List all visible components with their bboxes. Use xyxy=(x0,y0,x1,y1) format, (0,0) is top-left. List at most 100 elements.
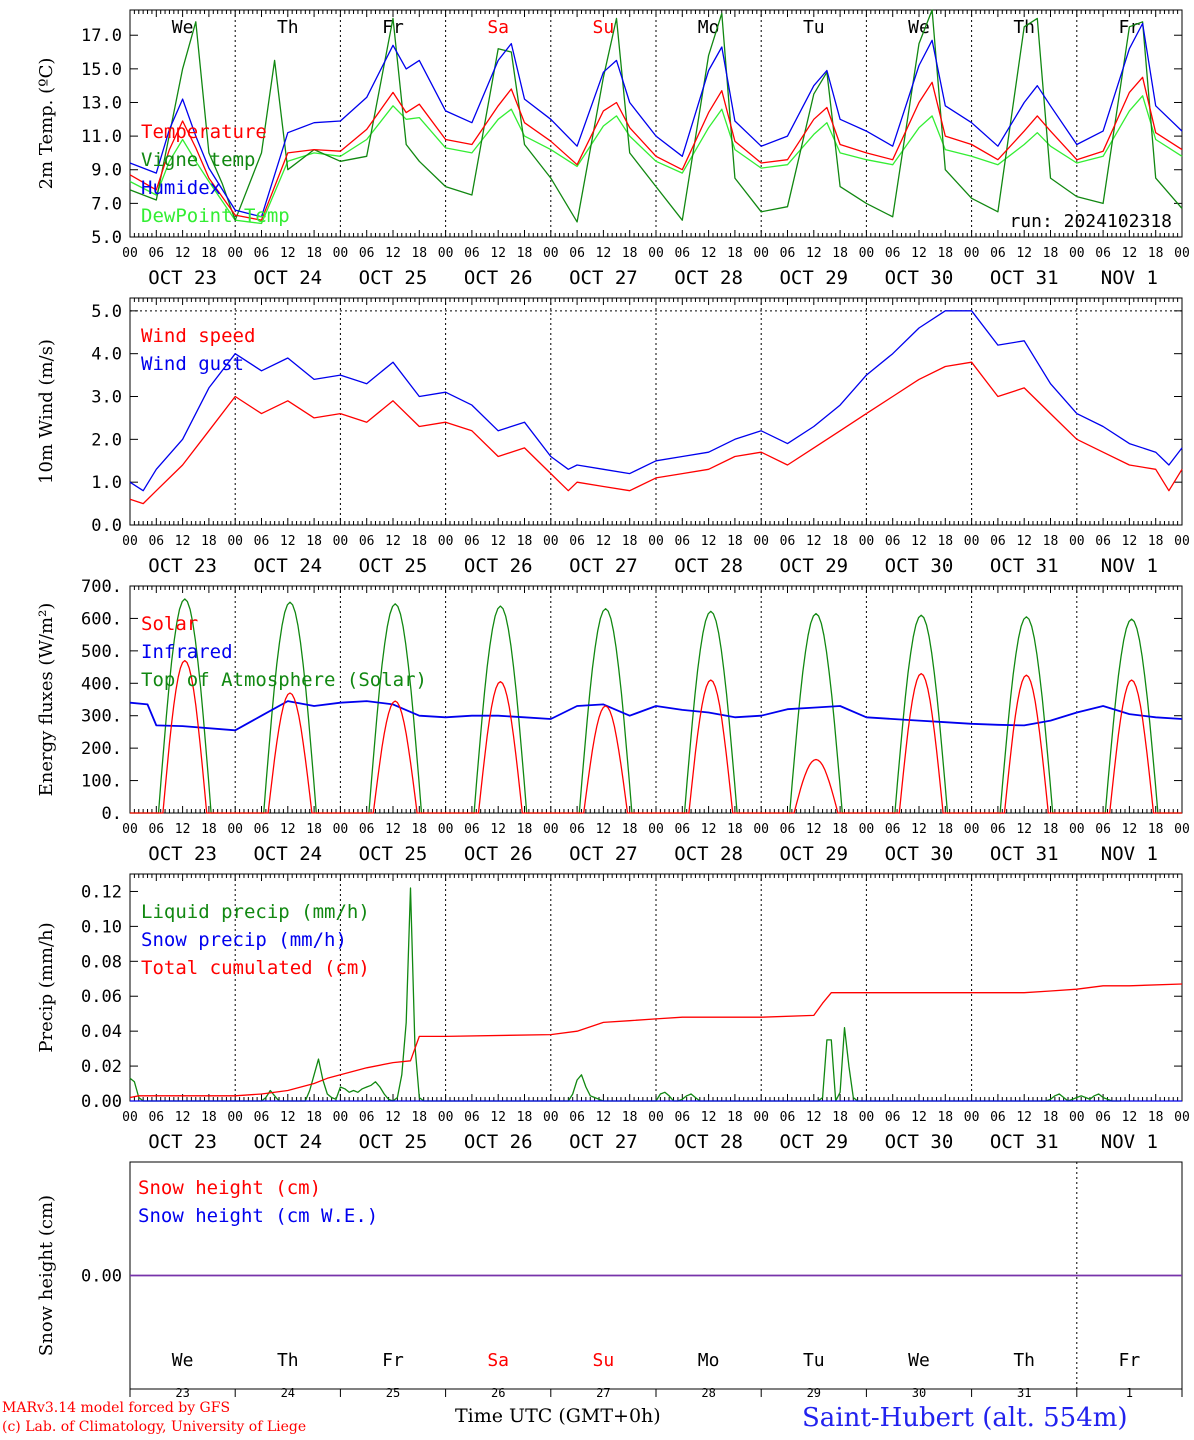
day-number-label: 30 xyxy=(912,1386,926,1400)
hour-tick-label: 00 xyxy=(333,534,349,549)
hour-tick-label: 12 xyxy=(175,534,191,549)
y-tick-label: 300. xyxy=(81,707,122,727)
hour-tick-label: 00 xyxy=(438,1110,454,1125)
hour-tick-label: 12 xyxy=(1016,1110,1032,1125)
hour-tick-label: 00 xyxy=(648,822,664,837)
series-temperature xyxy=(129,76,1183,221)
y-tick-label: 0.00 xyxy=(81,1092,122,1112)
hour-tick-label: 00 xyxy=(1069,822,1085,837)
hour-tick-label: 12 xyxy=(385,822,401,837)
weekday-label: Tu xyxy=(803,1350,825,1371)
hour-tick-label: 18 xyxy=(306,822,322,837)
hour-tick-label: 06 xyxy=(1095,246,1111,261)
hour-tick-label: 06 xyxy=(569,246,585,261)
hour-tick-label: 12 xyxy=(175,1110,191,1125)
panel-frame xyxy=(129,297,1183,526)
hour-tick-label: 18 xyxy=(201,1110,217,1125)
date-label: OCT 23 xyxy=(148,555,217,577)
hour-tick-label: 00 xyxy=(1174,246,1190,261)
y-tick-label: 5.0 xyxy=(91,302,122,322)
series-infrared xyxy=(129,700,1183,732)
hour-tick-label: 00 xyxy=(964,1110,980,1125)
hour-tick-label: 12 xyxy=(1122,822,1138,837)
legend-entry: Humidex xyxy=(141,177,221,199)
y-tick-label: 700. xyxy=(81,577,122,597)
hour-tick-label: 12 xyxy=(385,1110,401,1125)
y-tick-label: 0. xyxy=(102,804,122,824)
panel-frame xyxy=(129,9,1183,238)
date-label: NOV 1 xyxy=(1101,1131,1158,1153)
date-label: NOV 1 xyxy=(1101,843,1158,865)
hour-tick-label: 12 xyxy=(911,1110,927,1125)
hour-tick-label: 00 xyxy=(753,822,769,837)
weekday-label: We xyxy=(908,17,930,38)
y-tick-label: 100. xyxy=(81,772,122,792)
hour-tick-label: 06 xyxy=(148,1110,164,1125)
hour-tick-label: 06 xyxy=(780,534,796,549)
y-tick-label: 0.0 xyxy=(91,516,122,536)
date-label: OCT 27 xyxy=(569,555,638,577)
date-label: OCT 27 xyxy=(569,267,638,289)
hour-tick-label: 12 xyxy=(280,1110,296,1125)
legend-entry: Wind speed xyxy=(141,325,255,347)
date-label: OCT 30 xyxy=(885,843,954,865)
hour-tick-label: 06 xyxy=(674,822,690,837)
hour-tick-label: 06 xyxy=(780,1110,796,1125)
hour-tick-label: 12 xyxy=(1016,534,1032,549)
weekday-label: Su xyxy=(593,1350,615,1371)
hour-tick-label: 18 xyxy=(1148,1110,1164,1125)
weekday-label: We xyxy=(172,1350,194,1371)
hour-tick-label: 06 xyxy=(885,1110,901,1125)
hour-tick-label: 06 xyxy=(780,822,796,837)
panel-frame xyxy=(129,585,1183,814)
hour-tick-label: 12 xyxy=(806,534,822,549)
legend-entry: Solar xyxy=(141,613,198,635)
hour-tick-label: 18 xyxy=(937,246,953,261)
date-label: OCT 30 xyxy=(885,555,954,577)
hour-tick-label: 06 xyxy=(569,1110,585,1125)
hour-tick-label: 06 xyxy=(359,534,375,549)
y-tick-label: 15.0 xyxy=(81,60,122,80)
hour-tick-label: 12 xyxy=(280,246,296,261)
date-label: OCT 31 xyxy=(990,267,1059,289)
hour-tick-label: 00 xyxy=(227,246,243,261)
hour-tick-label: 06 xyxy=(990,1110,1006,1125)
weekday-label: Fr xyxy=(382,1350,404,1371)
hour-tick-label: 00 xyxy=(1174,534,1190,549)
hour-tick-label: 18 xyxy=(306,534,322,549)
hour-tick-label: 18 xyxy=(832,1110,848,1125)
hour-tick-label: 12 xyxy=(911,822,927,837)
y-tick-label: 0.12 xyxy=(81,882,122,902)
hour-tick-label: 06 xyxy=(885,822,901,837)
hour-tick-label: 18 xyxy=(937,1110,953,1125)
hour-tick-label: 06 xyxy=(464,246,480,261)
hour-tick-label: 12 xyxy=(1122,534,1138,549)
hour-tick-label: 18 xyxy=(727,822,743,837)
legend-entry: Top of Atmosphere (Solar) xyxy=(141,669,427,691)
x-axis-label: Time UTC (GMT+0h) xyxy=(455,1405,661,1427)
hour-tick-label: 06 xyxy=(674,534,690,549)
hour-tick-label: 00 xyxy=(964,822,980,837)
panel-precip: 00 06 12 18 00 06 12 18 00 06 12 18 00 06 12 18 00 06 12 18… xyxy=(36,873,1190,1153)
date-label: OCT 28 xyxy=(674,843,743,865)
date-label: NOV 1 xyxy=(1101,555,1158,577)
date-label: OCT 30 xyxy=(885,1131,954,1153)
date-label: OCT 29 xyxy=(779,843,848,865)
hour-tick-label: 12 xyxy=(911,246,927,261)
hour-tick-label: 00 xyxy=(438,534,454,549)
hour-tick-label: 06 xyxy=(674,246,690,261)
weekday-label: Mo xyxy=(698,1350,720,1371)
hour-tick-label: 18 xyxy=(411,534,427,549)
y-tick-label: 4.0 xyxy=(91,345,122,365)
date-label: OCT 24 xyxy=(253,843,322,865)
hour-tick-label: 12 xyxy=(175,246,191,261)
hour-tick-label: 12 xyxy=(806,1110,822,1125)
hour-tick-label: 06 xyxy=(1095,822,1111,837)
hour-tick-label: 12 xyxy=(175,822,191,837)
y-axis-label: 2m Temp. (ºC) xyxy=(36,58,57,190)
weekday-label: Mo xyxy=(698,17,720,38)
hour-tick-label: 12 xyxy=(280,822,296,837)
y-tick-label: 0.10 xyxy=(81,917,122,937)
series-wind-gust xyxy=(129,310,1183,492)
